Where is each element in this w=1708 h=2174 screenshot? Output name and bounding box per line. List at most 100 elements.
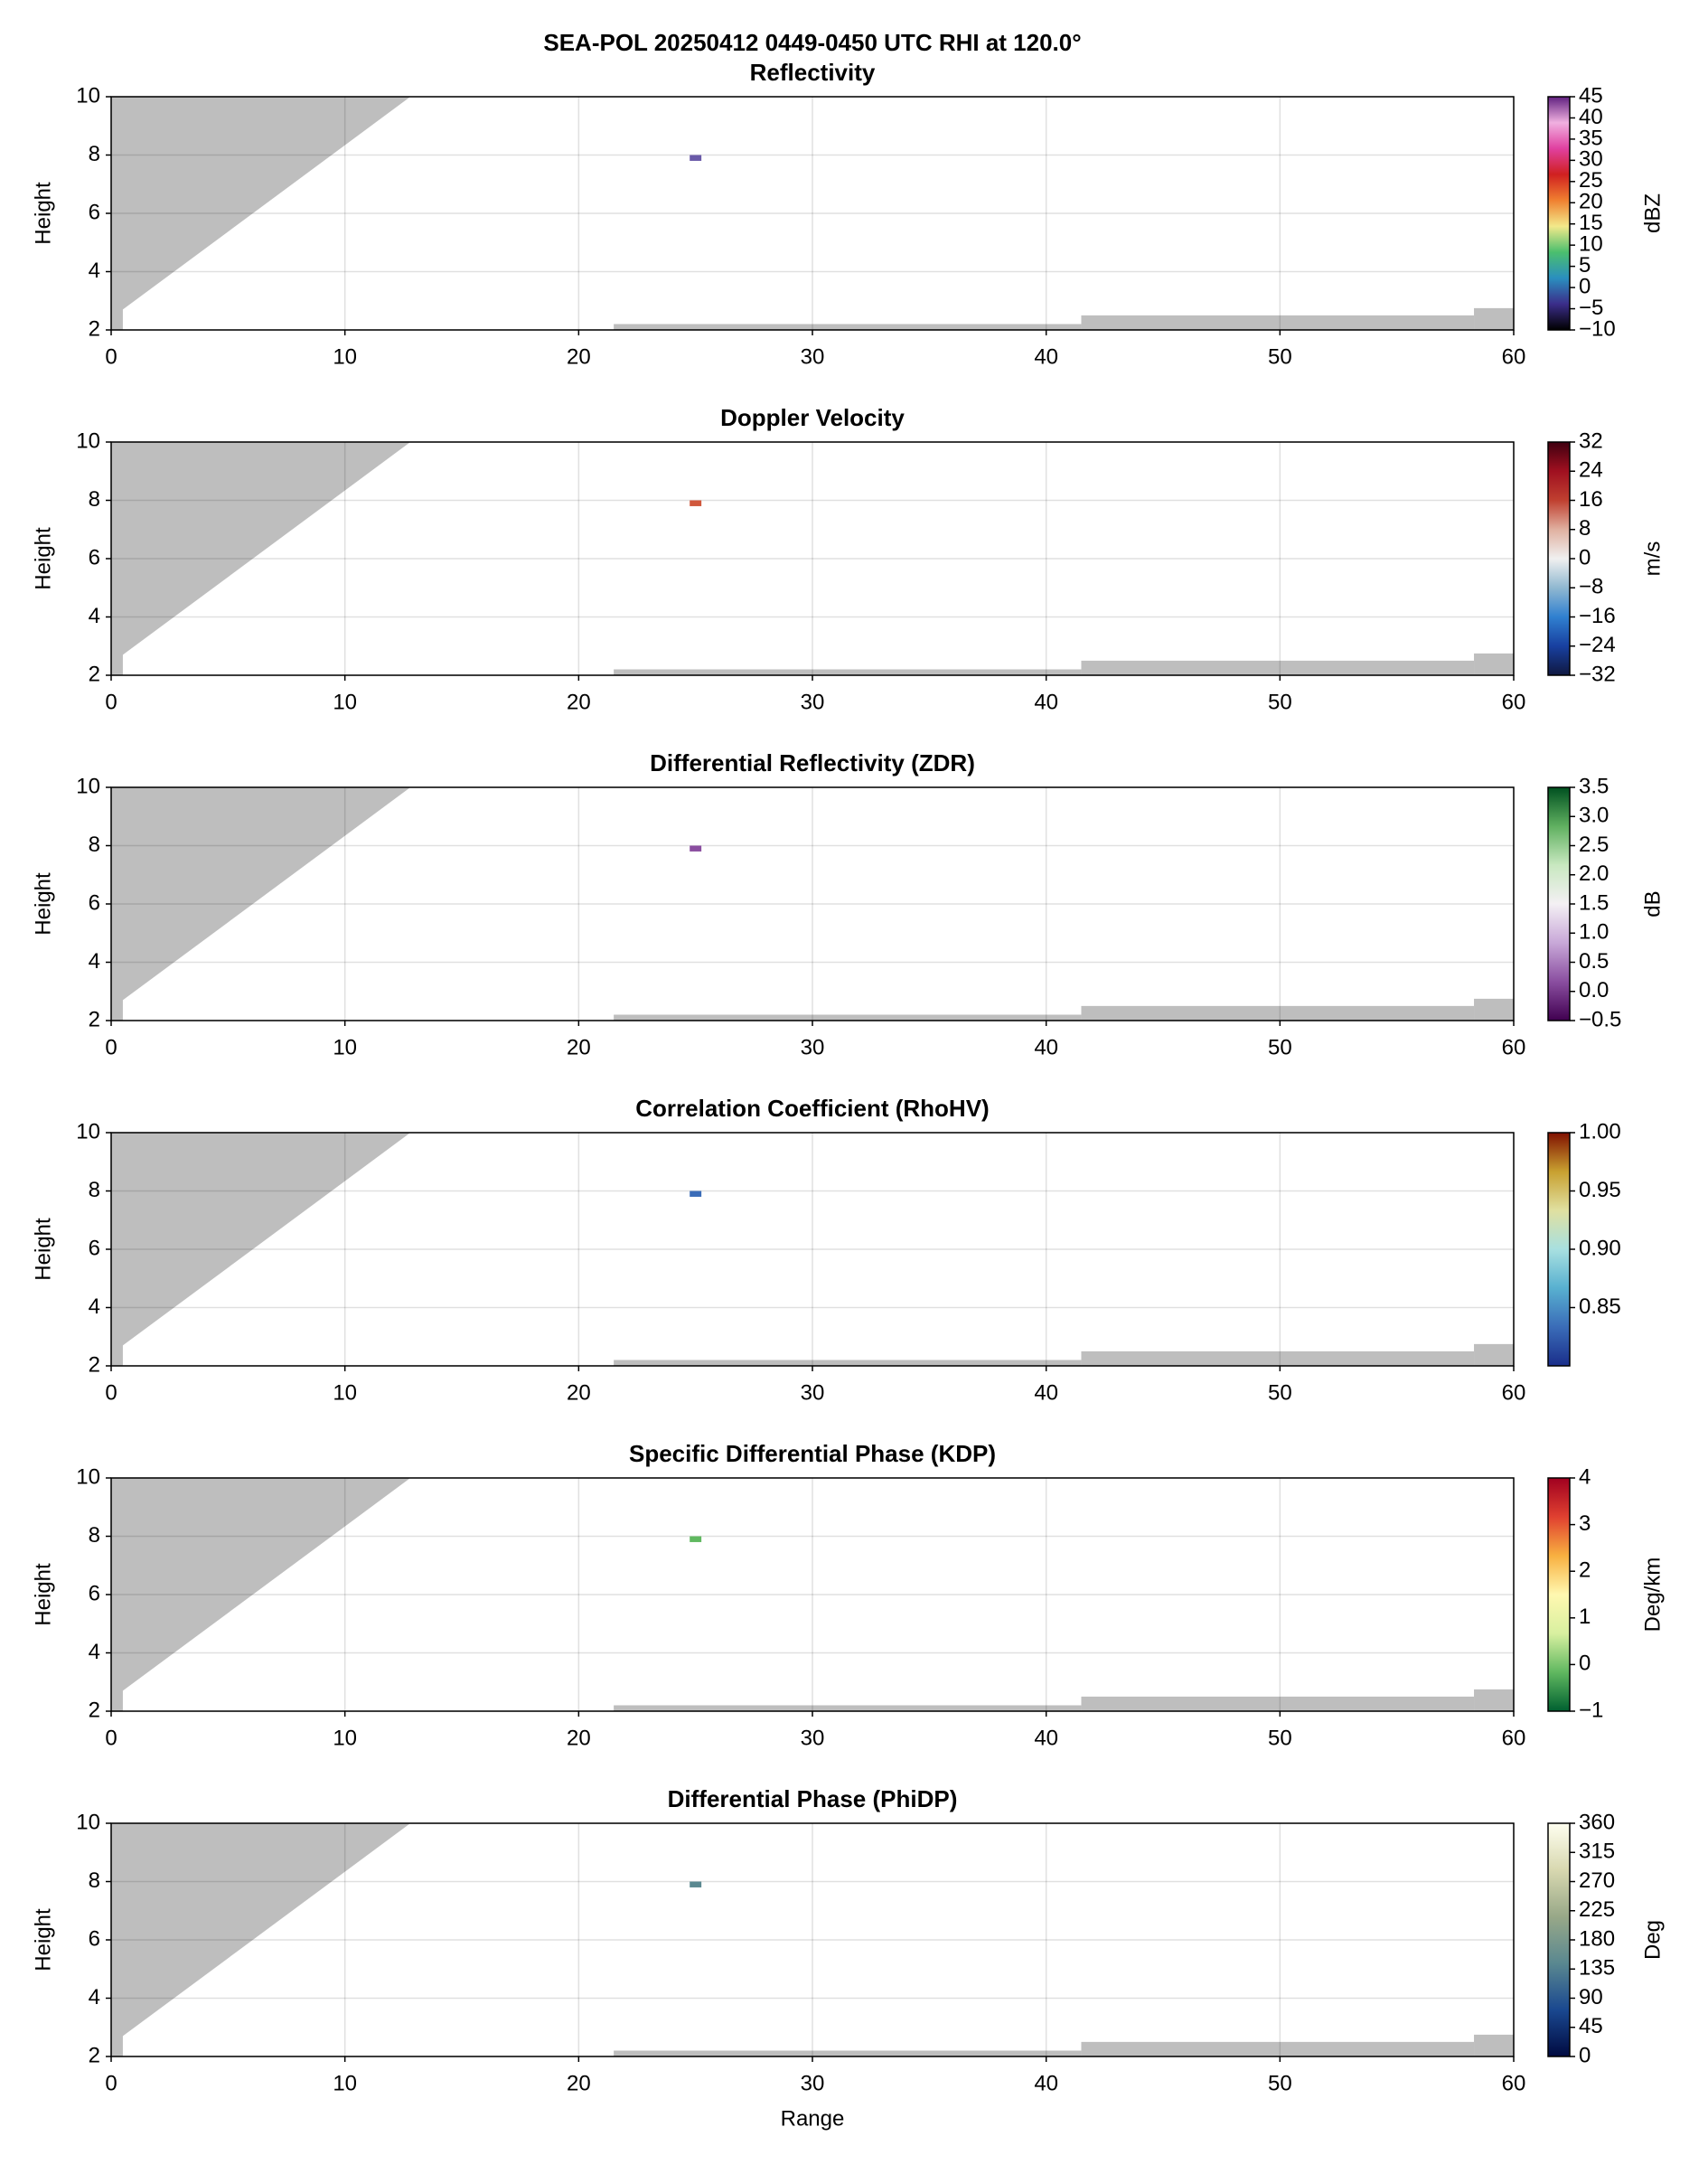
colorbar-tick-label: 10	[1579, 232, 1603, 257]
blocked-region	[111, 1478, 411, 1711]
blocked-region	[111, 97, 411, 330]
colorbar-tick-label: 0.0	[1579, 978, 1609, 1002]
radar-gate	[690, 1881, 702, 1887]
colorbar-label: Deg/km	[1640, 1558, 1665, 1633]
blocked-region	[1081, 1351, 1475, 1366]
x-tick-label: 0	[105, 1726, 117, 1750]
y-tick-label: 8	[89, 1868, 100, 1893]
y-tick-label: 10	[76, 1810, 100, 1834]
colorbar-tick-label: 5	[1579, 253, 1591, 278]
y-tick-label: 2	[89, 316, 100, 341]
y-axis-label: Height	[31, 872, 55, 936]
x-tick-label: 30	[801, 690, 825, 714]
y-tick-label: 8	[89, 142, 100, 166]
plot-frame	[110, 1477, 1515, 1712]
colorbar-tick-label: 8	[1579, 516, 1591, 541]
colorbar-tick-label: 2.5	[1579, 833, 1609, 857]
y-tick-label: 6	[89, 200, 100, 224]
y-tick-label: 6	[89, 1581, 100, 1605]
colorbar-tick-label: 0.95	[1579, 1178, 1621, 1202]
colorbar-tick-label: 0	[1579, 274, 1591, 298]
y-tick-label: 8	[89, 833, 100, 857]
plot-frame	[110, 96, 1515, 331]
colorbar-tick-label: 315	[1579, 1840, 1615, 1864]
y-axis-label: Height	[31, 182, 55, 245]
colorbar-tick-label: 0.5	[1579, 949, 1609, 974]
blocked-region	[614, 324, 1082, 330]
plot-frame	[110, 1822, 1515, 2057]
x-tick-label: 30	[801, 1726, 825, 1750]
blocked-region	[1474, 998, 1514, 1021]
y-tick-label: 4	[89, 259, 100, 283]
colorbar-tick-label: 270	[1579, 1868, 1615, 1893]
y-tick-label: 4	[89, 1294, 100, 1319]
x-tick-label: 40	[1034, 1380, 1058, 1405]
colorbar-tick-label: 4	[1579, 1464, 1591, 1489]
blocked-region	[1474, 2034, 1514, 2056]
x-tick-label: 10	[333, 1035, 357, 1059]
colorbar-tick-label: 90	[1579, 1985, 1603, 2009]
x-tick-label: 20	[567, 1035, 591, 1059]
colorbar-tick-label: −32	[1579, 662, 1616, 686]
x-tick-label: 60	[1502, 344, 1526, 369]
colorbar	[1547, 1822, 1571, 2057]
x-tick-label: 20	[567, 344, 591, 369]
x-tick-label: 60	[1502, 1035, 1526, 1059]
x-tick-label: 40	[1034, 1726, 1058, 1750]
x-tick-label: 50	[1268, 1035, 1292, 1059]
y-tick-label: 6	[89, 545, 100, 569]
x-tick-label: 20	[567, 1726, 591, 1750]
x-tick-label: 20	[567, 690, 591, 714]
colorbar	[1547, 1477, 1571, 1712]
colorbar-tick-label: 0.85	[1579, 1294, 1621, 1319]
colorbar-tick-label: 40	[1579, 105, 1603, 129]
colorbar	[1547, 441, 1571, 676]
x-tick-label: 30	[801, 1035, 825, 1059]
blocked-region	[614, 1014, 1082, 1021]
x-axis-label: Range	[781, 2106, 845, 2131]
panel-title: Correlation Coefficient (RhoHV)	[635, 1095, 989, 1122]
y-tick-label: 10	[76, 774, 100, 798]
radar-gate	[690, 845, 702, 852]
figure-title: SEA-POL 20250412 0449-0450 UTC RHI at 12…	[543, 29, 1081, 56]
y-tick-label: 10	[76, 1464, 100, 1489]
y-axis-label: Height	[31, 1908, 55, 1972]
x-tick-label: 60	[1502, 1380, 1526, 1405]
radar-gate	[690, 1536, 702, 1542]
colorbar-label: dBZ	[1640, 193, 1665, 233]
x-tick-label: 60	[1502, 2071, 1526, 2095]
y-tick-label: 4	[89, 1985, 100, 2009]
colorbar-tick-label: 225	[1579, 1897, 1615, 1922]
colorbar	[1547, 1132, 1571, 1367]
y-tick-label: 2	[89, 662, 100, 686]
y-tick-label: 8	[89, 1523, 100, 1548]
radar-gate	[690, 155, 702, 161]
x-tick-label: 30	[801, 344, 825, 369]
colorbar-tick-label: 1.00	[1579, 1119, 1621, 1143]
plot-frame	[110, 441, 1515, 676]
blocked-region	[1081, 660, 1475, 675]
blocked-region	[1474, 1343, 1514, 1366]
x-tick-label: 0	[105, 690, 117, 714]
x-tick-label: 0	[105, 1380, 117, 1405]
colorbar-tick-label: 3.5	[1579, 774, 1609, 798]
y-tick-label: 2	[89, 2043, 100, 2067]
x-tick-label: 0	[105, 344, 117, 369]
x-tick-label: 40	[1034, 1035, 1058, 1059]
blocked-region	[1081, 315, 1475, 330]
colorbar-tick-label: 24	[1579, 458, 1603, 483]
x-tick-label: 10	[333, 344, 357, 369]
colorbar-tick-label: 16	[1579, 487, 1603, 512]
y-tick-label: 2	[89, 1698, 100, 1722]
colorbar-tick-label: 2	[1579, 1558, 1591, 1583]
radar-gate	[690, 1191, 702, 1197]
colorbar-tick-label: −8	[1579, 575, 1603, 599]
colorbar-tick-label: 135	[1579, 1956, 1615, 1981]
colorbar-tick-label: 2.0	[1579, 861, 1609, 886]
y-tick-label: 10	[76, 428, 100, 453]
y-tick-label: 8	[89, 487, 100, 512]
blocked-region	[614, 1705, 1082, 1711]
x-tick-label: 60	[1502, 690, 1526, 714]
colorbar-tick-label: −0.5	[1579, 1007, 1621, 1031]
y-tick-label: 2	[89, 1352, 100, 1377]
